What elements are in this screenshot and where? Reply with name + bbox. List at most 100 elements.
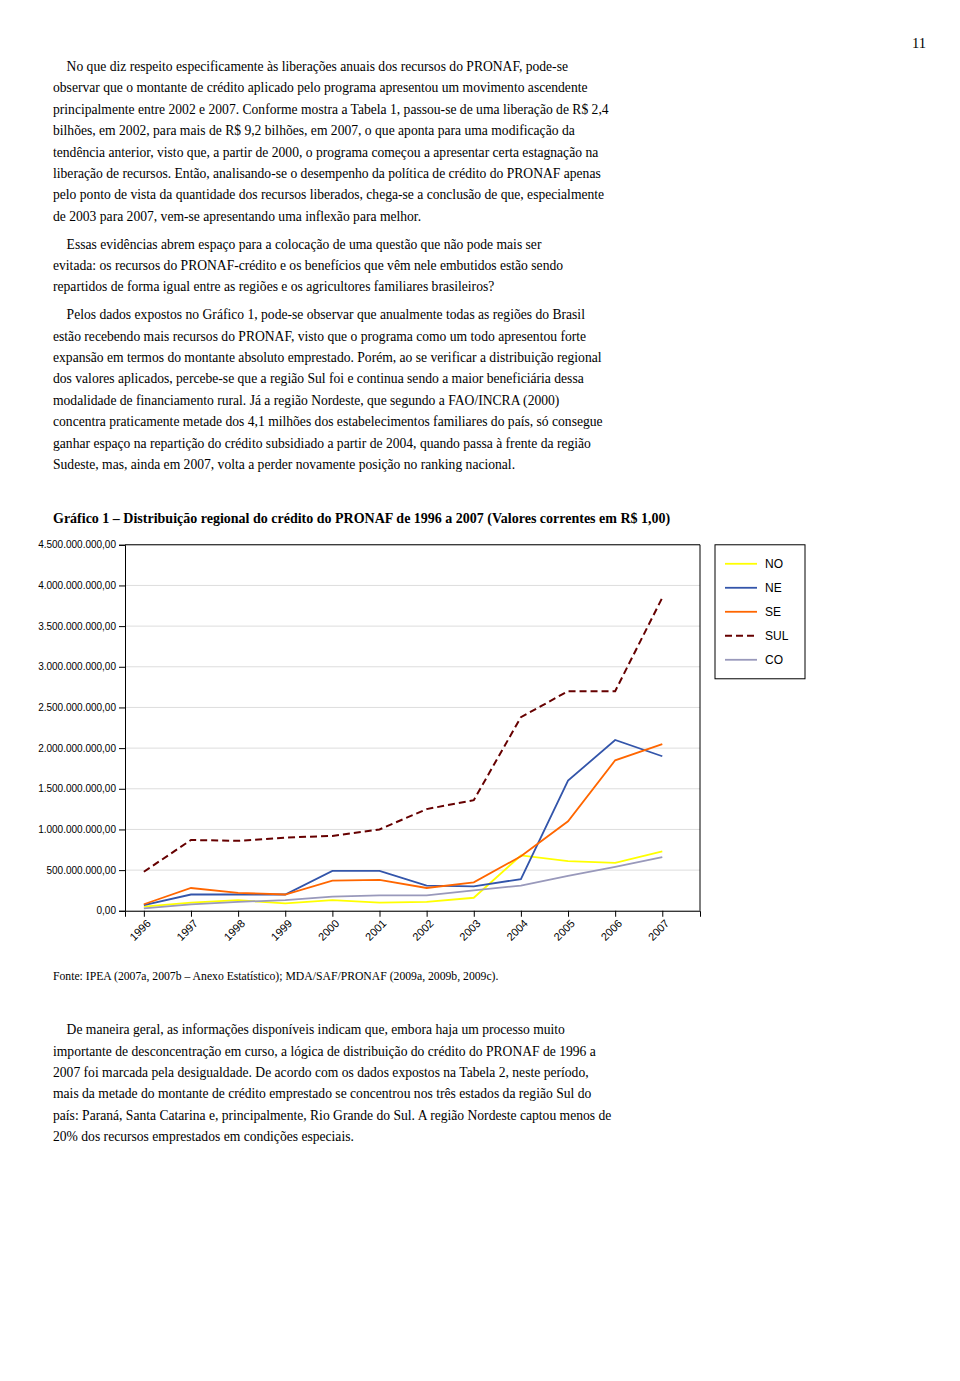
- x-tick-label: 2002: [410, 917, 436, 943]
- legend: NONESESULCO: [715, 545, 805, 679]
- paragraph-line: 2007 foi marcada pela desigualdade. De a…: [53, 1065, 589, 1080]
- x-tick-mark: [521, 911, 522, 917]
- x-tick-mark: [144, 911, 145, 917]
- legend-label: SUL: [765, 629, 789, 643]
- series-line: [144, 598, 662, 872]
- x-axis: 1996 1997 1998 1999 2000 2001 2002 2003 2004 2005…: [126, 911, 701, 943]
- paragraph-line: dos valores aplicados, percebe-se que a …: [53, 371, 584, 386]
- y-tick: 4.500.000.000,00: [38, 539, 125, 550]
- paragraph-line: Essas evidências abrem espaço para a col…: [53, 237, 542, 252]
- x-tick: 2002: [410, 911, 436, 943]
- paragraph-line: De maneira geral, as informações disponí…: [53, 1022, 565, 1037]
- y-tick-label: 3.000.000.000,00: [38, 661, 116, 672]
- grid-line: [125, 870, 700, 871]
- y-tick-mark: [119, 545, 125, 546]
- x-tick-mark: [332, 911, 333, 917]
- x-tick: 1998: [221, 911, 247, 943]
- y-tick: 2.500.000.000,00: [38, 702, 125, 713]
- x-tick-label: 1997: [174, 917, 200, 943]
- x-tick-mark: [427, 911, 428, 917]
- x-tick: 2007: [646, 911, 672, 943]
- legend-label: CO: [765, 653, 783, 667]
- paragraph-line: modalidade de financiamento rural. Já a …: [53, 393, 559, 409]
- x-tick-label: 1998: [221, 917, 247, 943]
- plot-frame: [125, 544, 700, 545]
- legend-label: SE: [765, 605, 781, 619]
- chart-title: Gráfico 1 – Distribuição regional do cré…: [53, 511, 671, 527]
- grid-line: [125, 585, 700, 586]
- x-tick-label: 2003: [457, 917, 483, 943]
- x-tick: 2006: [598, 911, 624, 943]
- page: 11 No que diz respeito especificamente à…: [0, 0, 960, 1381]
- paragraph-line: observar que o montante de crédito aplic…: [53, 80, 588, 95]
- y-tick-label: 4.500.000.000,00: [38, 539, 116, 550]
- x-tick-mark: [238, 911, 239, 917]
- paragraph-line: Pelos dados expostos no Gráfico 1, pode-…: [53, 307, 585, 322]
- legend-box: [715, 545, 805, 679]
- y-tick-mark: [119, 829, 125, 830]
- x-tick: 2004: [504, 911, 530, 943]
- page-number: 11: [912, 35, 926, 51]
- x-tick-label: 2001: [363, 917, 389, 943]
- x-tick-label: 2000: [316, 917, 342, 943]
- x-tick-label: 2005: [551, 917, 577, 943]
- grid-line: [125, 544, 700, 545]
- y-tick-label: 1.500.000.000,00: [38, 783, 116, 794]
- x-tick-label: 2007: [646, 917, 672, 943]
- chart: 1996 1997 1998 1999 2000 2001 2002 2003 2004 2005…: [38, 539, 805, 942]
- x-tick: 1996: [127, 911, 153, 943]
- y-tick: 2.000.000.000,00: [38, 743, 125, 754]
- y-tick-label: 4.000.000.000,00: [38, 580, 116, 591]
- paragraph-line: estão recebendo mais recursos do PRONAF,…: [53, 329, 586, 344]
- series-line: [144, 740, 662, 905]
- x-tick-label: 1999: [269, 917, 295, 943]
- legend-label: NE: [765, 581, 782, 595]
- y-tick: 3.500.000.000,00: [38, 621, 125, 632]
- x-tick: 2003: [457, 911, 483, 943]
- x-tick-label: 2004: [504, 917, 530, 943]
- grid-line: [125, 829, 700, 830]
- paragraph-line: repartidos de forma igual entre as regiõ…: [53, 279, 494, 294]
- paragraph-line: bilhões, em 2002, para mais de R$ 9,2 bi…: [53, 123, 575, 138]
- y-tick-mark: [119, 870, 125, 871]
- legend-swatch: [725, 635, 757, 637]
- x-tick: 2001: [363, 911, 389, 943]
- y-axis-line: [119, 545, 126, 911]
- y-tick-mark: [119, 585, 125, 586]
- paragraph-line: liberação de recursos. Então, analisando…: [53, 166, 601, 181]
- y-tick: 1.500.000.000,00: [38, 783, 125, 794]
- plot-frame: [700, 545, 701, 911]
- x-axis-line: [126, 911, 701, 917]
- grid-line: [125, 666, 700, 667]
- y-tick-mark: [119, 707, 125, 708]
- x-tick-mark: [615, 911, 616, 917]
- y-tick-label: 2.500.000.000,00: [38, 702, 116, 713]
- x-tick: 1999: [269, 911, 295, 943]
- y-tick-mark: [119, 667, 125, 668]
- paragraph-line: de 2003 para 2007, vem-se apresentando u…: [53, 209, 421, 224]
- paragraph-line: concentra praticamente metade dos 4,1 mi…: [53, 414, 603, 429]
- legend-swatch: [725, 587, 757, 589]
- paragraph-line: expansão em termos do montante absoluto …: [53, 350, 602, 365]
- x-tick-mark: [662, 911, 663, 917]
- legend-swatch: [725, 611, 757, 613]
- grid-line: [125, 626, 700, 627]
- y-tick-label: 0,00: [97, 905, 117, 916]
- y-tick-label: 500.000.000,00: [46, 865, 116, 876]
- grid-line: [125, 748, 700, 749]
- y-tick: 500.000.000,00: [46, 865, 125, 876]
- legend-swatch: [725, 659, 757, 661]
- y-tick: 1.000.000.000,00: [38, 824, 125, 835]
- x-tick: 2005: [551, 911, 577, 943]
- paragraph-line: ganhar espaço na repartição do crédito s…: [53, 436, 591, 451]
- y-tick: 3.000.000.000,00: [38, 661, 125, 672]
- x-tick: 1997: [174, 911, 200, 943]
- paragraph-line: tendência anterior, visto que, a partir …: [53, 145, 598, 160]
- series-line: [144, 857, 662, 908]
- y-tick-mark: [119, 789, 125, 790]
- paragraph-line: No que diz respeito especificamente às l…: [53, 59, 568, 74]
- grid-line: [125, 788, 700, 789]
- source-note: Fonte: IPEA (2007a, 2007b – Anexo Estatí…: [53, 970, 498, 983]
- paragraph-line: Sudeste, mas, ainda em 2007, volta a per…: [53, 457, 515, 472]
- grid-line: [125, 707, 700, 708]
